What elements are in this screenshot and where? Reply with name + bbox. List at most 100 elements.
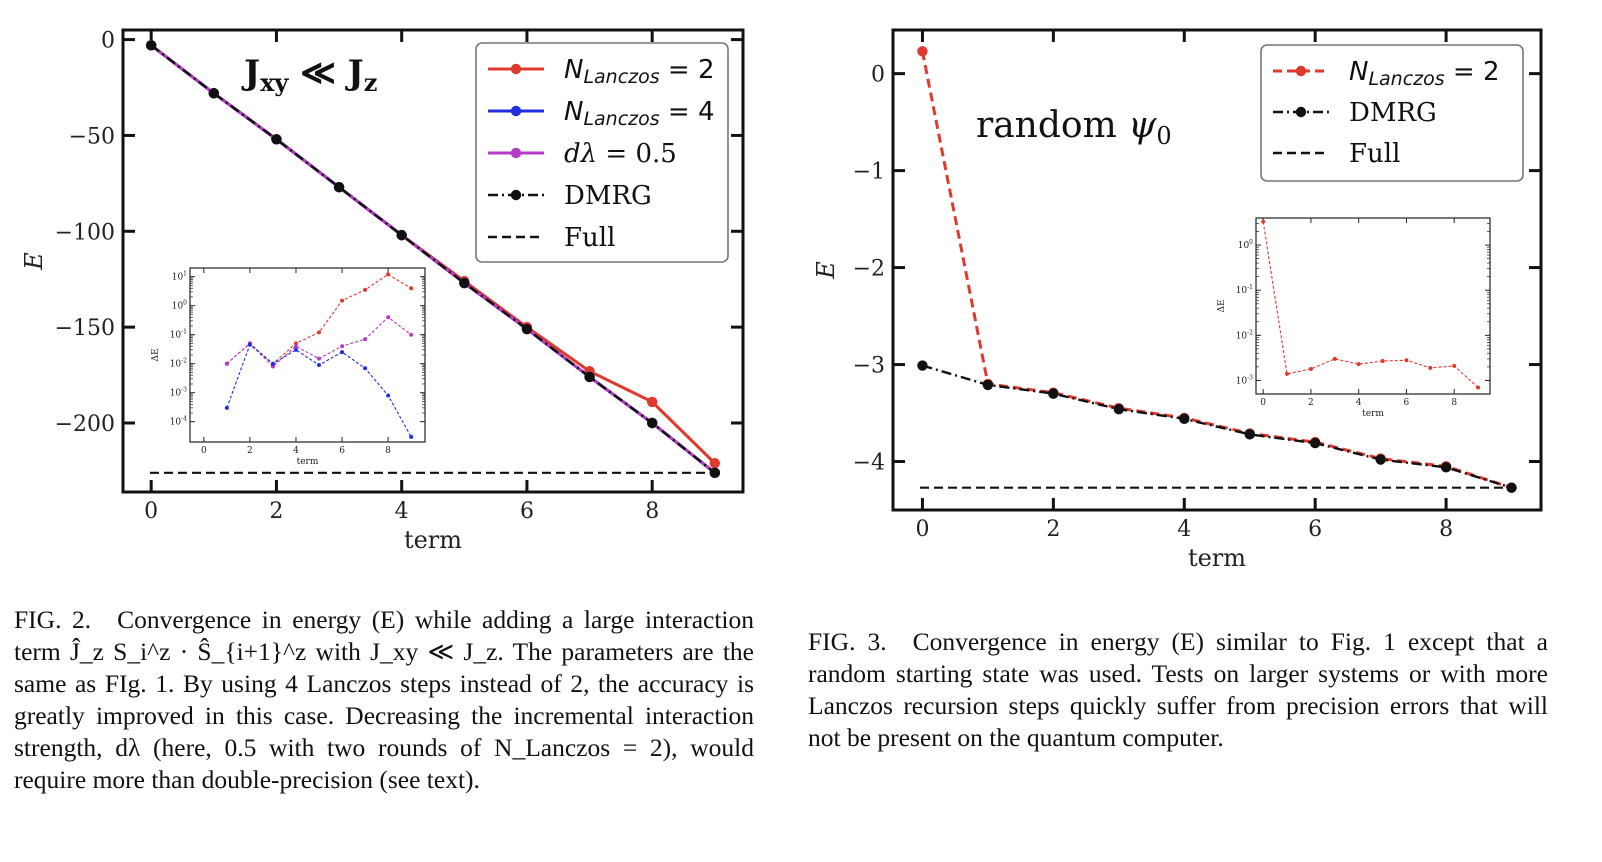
data-point bbox=[982, 379, 994, 391]
figure-3-caption-label: FIG. 3. bbox=[808, 627, 887, 656]
inset-data-point bbox=[1428, 365, 1433, 370]
x-axis-label: term bbox=[404, 526, 462, 554]
inset-x-axis-label: term bbox=[1362, 409, 1384, 419]
inset-data-point bbox=[409, 286, 414, 291]
inset-data-point bbox=[317, 363, 322, 368]
x-tick-label: 6 bbox=[1308, 517, 1322, 542]
inset-data-point bbox=[386, 315, 391, 320]
x-axis-label: term bbox=[1188, 544, 1246, 572]
data-point bbox=[1375, 454, 1386, 465]
inset-data-point bbox=[340, 298, 345, 303]
inset-data-point bbox=[1261, 219, 1266, 224]
series-line-3 bbox=[150, 44, 716, 474]
data-point bbox=[1440, 462, 1452, 473]
legend-label: NLanczos = 2 bbox=[1349, 57, 1500, 90]
y-tick-label: −4 bbox=[853, 451, 885, 476]
inset-x-tick-label: 0 bbox=[201, 446, 207, 456]
y-tick-label: 0 bbox=[871, 63, 885, 88]
inset-x-tick-label: 8 bbox=[385, 446, 391, 456]
inset-x-tick-label: 8 bbox=[1451, 398, 1457, 408]
inset-data-point bbox=[224, 405, 229, 410]
inset-data-point bbox=[293, 341, 298, 346]
data-point bbox=[709, 458, 721, 469]
x-tick-label: 8 bbox=[645, 499, 659, 524]
inset-plot: 0 2 4 6 8 100 10-1 10-2 10-3 term ΔE bbox=[1217, 217, 1491, 419]
y-tick-label: 0 bbox=[101, 29, 115, 54]
inset-y-tick-label: 10-1 bbox=[1236, 285, 1253, 297]
legend-marker bbox=[510, 189, 522, 201]
data-point bbox=[208, 88, 220, 99]
y-tick-label: −3 bbox=[853, 354, 885, 379]
inset-x-tick-label: 6 bbox=[339, 446, 345, 456]
inset-data-point bbox=[1476, 385, 1481, 390]
legend-label: NLanczos = 4 bbox=[564, 97, 715, 130]
inset-data-point bbox=[224, 361, 229, 366]
inset-y-tick-label: 10-3 bbox=[1236, 375, 1253, 387]
inset-y-tick-label: 100 bbox=[172, 300, 187, 312]
inset-x-tick-label: 0 bbox=[1260, 398, 1266, 408]
x-tick-label: 0 bbox=[144, 499, 158, 524]
inset-data-point bbox=[1308, 366, 1313, 371]
x-tick-label: 0 bbox=[915, 517, 929, 542]
inset-data-point bbox=[293, 344, 298, 349]
legend-marker bbox=[510, 147, 522, 159]
chart-title: Jxy ≪ Jz bbox=[241, 53, 377, 97]
data-point bbox=[271, 134, 282, 145]
inset-x-tick-label: 6 bbox=[1404, 398, 1410, 408]
series-line-1 bbox=[922, 364, 1512, 489]
figure-3-caption: FIG. 3. Convergence in energy (E) similar… bbox=[808, 626, 1548, 754]
inset-y-axis-label: ΔE bbox=[151, 348, 161, 361]
data-point bbox=[1244, 429, 1255, 440]
legend-marker bbox=[1295, 65, 1307, 77]
y-tick-label: −1 bbox=[853, 160, 885, 185]
inset-frame bbox=[189, 267, 426, 443]
inset-y-axis-label: ΔE bbox=[1217, 299, 1227, 312]
x-tick-label: 4 bbox=[395, 499, 409, 524]
inset-data-point bbox=[340, 344, 345, 349]
inset-data-point bbox=[317, 356, 322, 361]
x-tick-label: 4 bbox=[1177, 517, 1191, 542]
inset-data-point bbox=[1380, 358, 1385, 363]
data-point bbox=[584, 371, 595, 383]
inset-data-point bbox=[1452, 363, 1457, 368]
inset-x-axis-label: term bbox=[297, 457, 319, 467]
inset-data-point bbox=[1285, 371, 1290, 376]
inset-data-point bbox=[363, 366, 368, 371]
figure-2-caption-text: Convergence in energy (E) while adding a… bbox=[14, 605, 754, 794]
inset-y-tick-label: 101 bbox=[172, 271, 187, 283]
inset-data-point bbox=[340, 350, 345, 355]
data-point bbox=[145, 40, 157, 51]
inset-data-point bbox=[1332, 356, 1337, 361]
figure-2-caption: FIG. 2. Convergence in energy (E) while a… bbox=[14, 604, 754, 796]
inset-data-point bbox=[270, 361, 275, 366]
inset-x-tick-label: 2 bbox=[1308, 398, 1314, 408]
y-axis-label: E bbox=[812, 261, 840, 280]
data-point bbox=[917, 360, 928, 371]
inset-frame bbox=[1255, 217, 1491, 395]
data-point bbox=[333, 181, 345, 193]
data-point bbox=[396, 229, 407, 241]
inset-y-tick-label: 10-4 bbox=[170, 416, 187, 428]
figure-2-caption-label: FIG. 2. bbox=[14, 605, 92, 634]
inset-data-point bbox=[409, 434, 414, 439]
data-point bbox=[1179, 413, 1190, 425]
plot-frame bbox=[891, 28, 1543, 512]
legend-label: NLanczos = 2 bbox=[564, 55, 715, 88]
legend-box bbox=[475, 42, 729, 263]
inset-y-tick-label: 100 bbox=[1238, 239, 1253, 251]
x-tick-label: 2 bbox=[269, 499, 283, 524]
y-tick-label: −2 bbox=[853, 257, 885, 282]
legend-box bbox=[1260, 44, 1524, 182]
inset-series-line-0 bbox=[1262, 221, 1479, 388]
legend-label: DMRG bbox=[1349, 98, 1437, 128]
inset-x-tick-label: 4 bbox=[293, 446, 299, 456]
legend-label: DMRG bbox=[564, 181, 652, 211]
inset-y-tick-label: 10-2 bbox=[1236, 330, 1253, 342]
legend-label: Full bbox=[564, 223, 615, 253]
figure-3-caption-text: Convergence in energy (E) similar to Fig… bbox=[808, 627, 1548, 752]
x-tick-label: 2 bbox=[1046, 517, 1060, 542]
legend-label: Full bbox=[1349, 139, 1400, 169]
y-tick-label: −150 bbox=[55, 316, 115, 341]
